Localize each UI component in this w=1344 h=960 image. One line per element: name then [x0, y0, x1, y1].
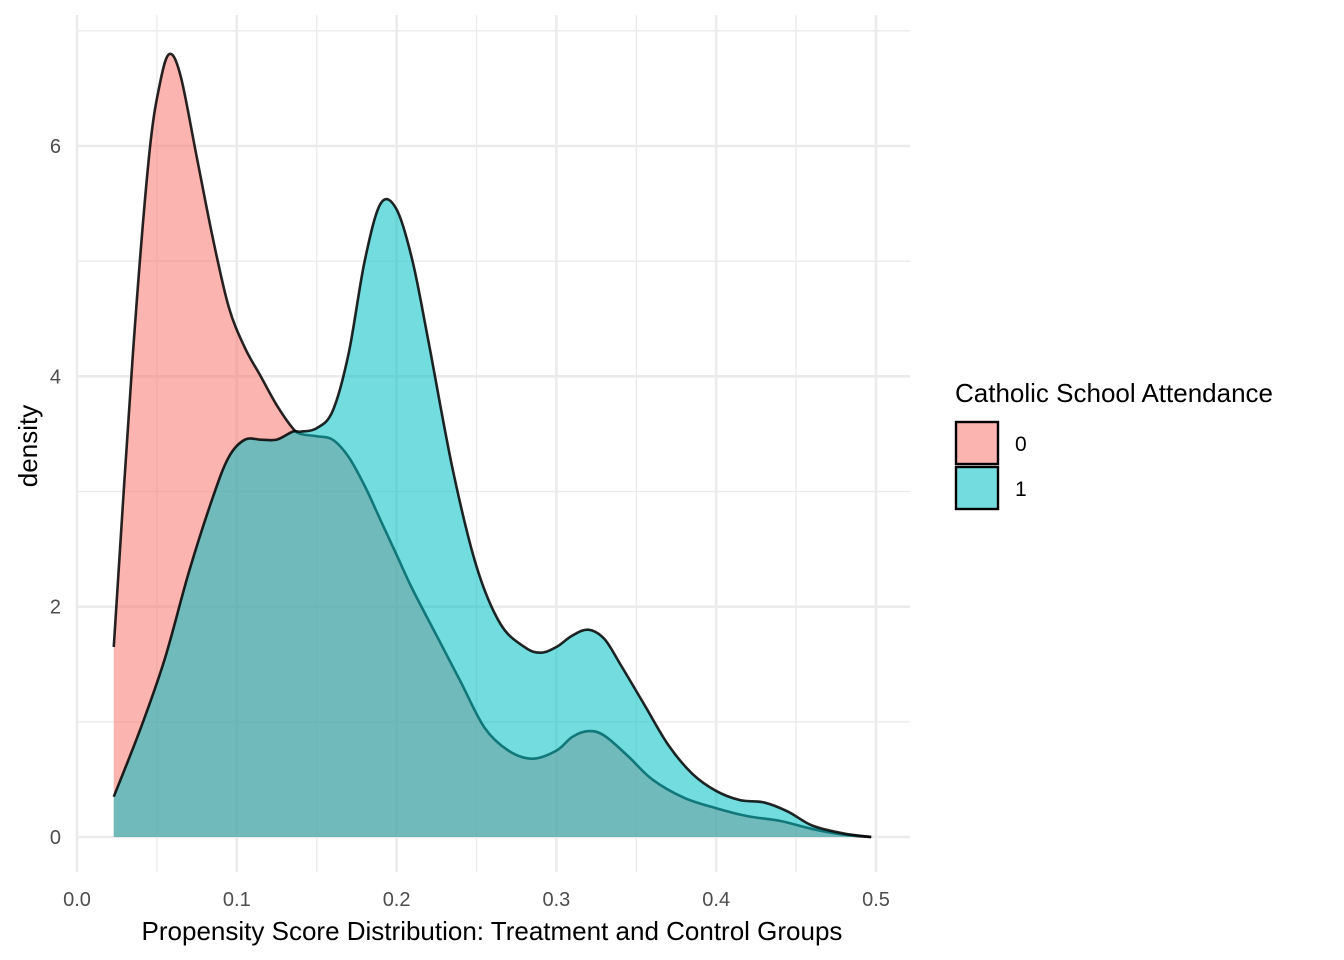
density-series-layer [112, 52, 872, 839]
x-tick-label: 0.5 [862, 889, 890, 911]
x-tick-label: 0.3 [542, 889, 570, 911]
legend-items: 01 [954, 420, 1027, 511]
y-tick-label: 6 [50, 136, 61, 158]
x-tick-label: 0.4 [702, 889, 730, 911]
legend-label-0: 0 [1015, 433, 1027, 456]
x-tick-label: 0.0 [63, 889, 91, 911]
legend-label-1: 1 [1015, 478, 1027, 501]
x-axis-title: Propensity Score Distribution: Treatment… [142, 916, 843, 946]
legend-swatch-1 [954, 465, 1000, 511]
y-tick-label: 0 [50, 827, 61, 849]
density-line-1 [112, 197, 872, 839]
density-area-1 [113, 199, 872, 838]
y-axis-ticks: 0 2 4 6 [50, 136, 61, 849]
x-axis-ticks: 0.0 0.1 0.2 0.3 0.4 0.5 [63, 889, 890, 911]
x-tick-label: 0.2 [383, 889, 411, 911]
legend-swatch-0 [954, 420, 1000, 466]
legend-title: Catholic School Attendance [955, 378, 1273, 408]
y-axis-title: density [13, 405, 43, 487]
x-tick-label: 0.1 [223, 889, 251, 911]
legend: Catholic School Attendance 01 [954, 378, 1273, 511]
y-tick-label: 4 [50, 366, 61, 388]
y-tick-label: 2 [50, 597, 61, 619]
